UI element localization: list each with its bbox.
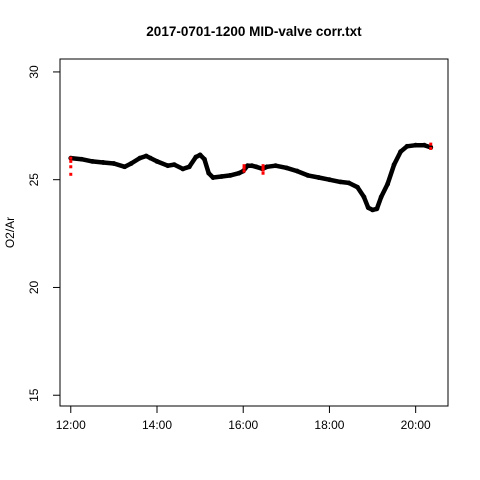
data-point — [180, 166, 186, 172]
data-point — [378, 194, 384, 200]
data-series — [68, 142, 434, 213]
data-point — [197, 152, 203, 158]
data-point — [219, 174, 225, 179]
data-point — [186, 164, 192, 170]
data-point — [245, 163, 250, 169]
y-axis-label: O2/Ar — [3, 217, 17, 248]
chart-title: 2017-0701-1200 MID-valve corr.txt — [146, 24, 362, 39]
data-point — [421, 142, 427, 148]
data-point — [69, 156, 73, 160]
series-line — [68, 142, 434, 213]
y-tick-label: 15 — [27, 388, 41, 402]
y-tick-label: 20 — [27, 280, 41, 294]
data-point — [128, 161, 134, 166]
x-tick-label: 16:00 — [228, 418, 258, 432]
data-point — [261, 171, 265, 175]
data-point — [429, 142, 433, 146]
y-axis: 15 20 25 30 — [27, 65, 61, 402]
series-main — [68, 142, 434, 213]
data-point — [305, 172, 311, 178]
data-point — [111, 161, 117, 166]
data-point — [242, 169, 246, 173]
y-tick-label: 25 — [27, 173, 41, 187]
data-point — [69, 165, 73, 169]
data-point — [361, 194, 367, 200]
data-point — [264, 164, 270, 170]
data-point — [242, 166, 246, 170]
data-point — [122, 164, 128, 170]
data-point — [79, 156, 84, 162]
data-point — [316, 175, 322, 180]
data-point — [391, 162, 397, 168]
data-point — [137, 155, 143, 161]
data-point — [261, 168, 265, 172]
data-point — [69, 172, 73, 176]
data-point — [171, 162, 177, 168]
x-tick-label: 20:00 — [401, 418, 431, 432]
x-tick-label: 12:00 — [56, 418, 86, 432]
data-point — [210, 175, 216, 180]
y-tick-label: 30 — [27, 65, 41, 79]
data-point — [100, 160, 106, 165]
data-point — [227, 172, 233, 178]
data-point — [143, 153, 149, 159]
plot-area-frame — [59, 58, 449, 407]
data-point — [165, 163, 171, 169]
data-point — [69, 159, 73, 163]
data-point — [429, 146, 433, 150]
data-point — [154, 158, 160, 164]
data-point — [89, 158, 95, 164]
series-flagged — [69, 142, 433, 176]
data-point — [327, 177, 332, 183]
x-tick-label: 14:00 — [142, 418, 172, 432]
data-point — [413, 142, 419, 148]
data-point — [365, 205, 371, 211]
data-point — [242, 164, 246, 168]
data-point — [337, 179, 343, 185]
data-point — [370, 207, 375, 213]
data-point — [398, 149, 403, 155]
data-point — [202, 156, 207, 162]
data-point — [261, 164, 265, 168]
data-point — [253, 164, 259, 170]
data-point — [193, 154, 199, 160]
x-axis: 12:00 14:00 16:00 18:00 20:00 — [56, 405, 431, 432]
data-point — [273, 163, 278, 169]
data-point — [374, 206, 380, 212]
data-point — [294, 168, 300, 174]
data-point — [385, 181, 391, 187]
data-point — [283, 165, 289, 171]
data-point — [148, 155, 153, 161]
data-point — [346, 180, 352, 186]
data-point — [236, 170, 242, 176]
data-point — [206, 170, 212, 176]
x-tick-label: 18:00 — [314, 418, 344, 432]
data-point — [404, 143, 410, 149]
data-point — [249, 163, 255, 169]
data-point — [261, 166, 265, 170]
data-point — [355, 184, 360, 190]
